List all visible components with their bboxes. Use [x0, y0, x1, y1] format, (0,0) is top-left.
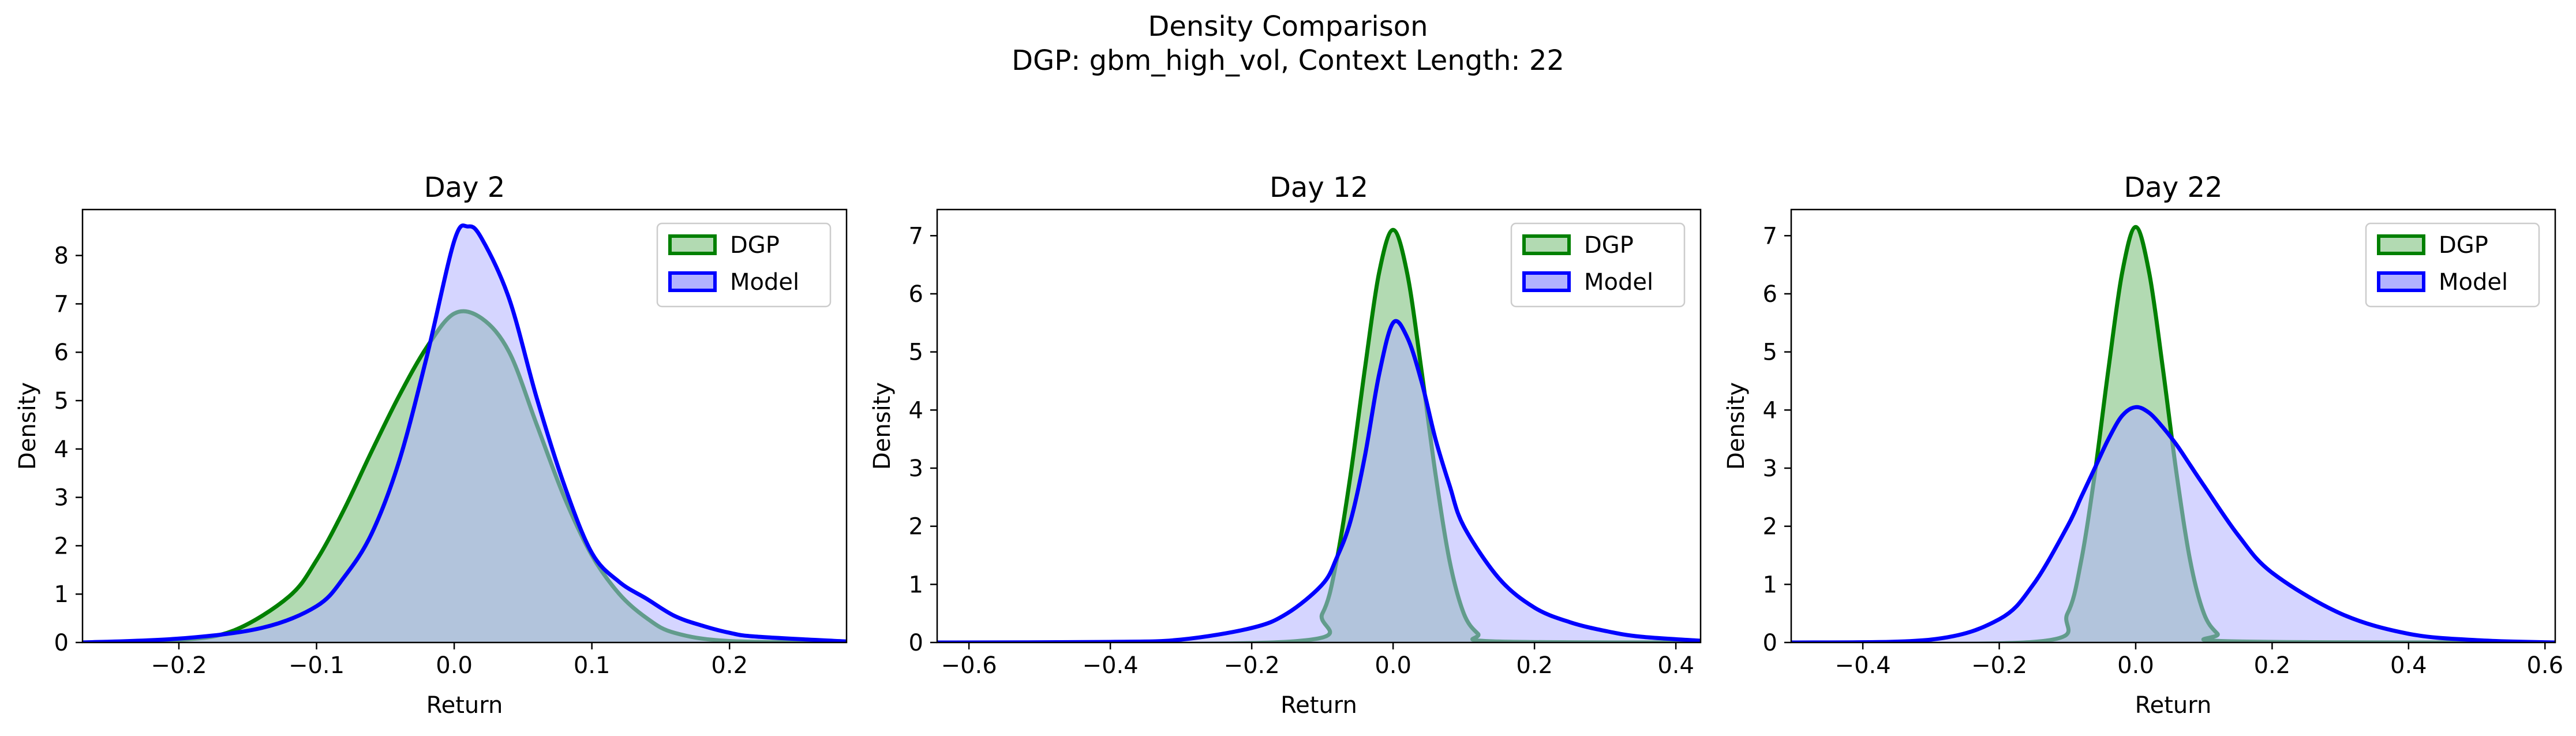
x-tick-label: −0.4 [1835, 652, 1891, 679]
y-tick-label: 0 [54, 630, 69, 656]
model-legend-swatch [1522, 271, 1571, 292]
x-tick-label: 0.2 [1516, 652, 1553, 679]
dgp-legend-label: DGP [1584, 232, 1634, 259]
x-tick-label: −0.4 [1083, 652, 1139, 679]
y-tick-label: 2 [54, 533, 69, 559]
subplots: −0.2 −0.1 0.0 0.1 0.2 0 1 2 3 4 5 6 7 8 Day 2 Return Den… [14, 171, 2563, 719]
x-tick-label: −0.2 [1224, 652, 1280, 679]
y-tick-label: 0 [1763, 630, 1777, 656]
dgp-legend-swatch [1522, 234, 1571, 255]
y-axis-label: Density [14, 382, 41, 470]
y-tick-label: 3 [1763, 455, 1777, 482]
x-tick-label: 0.0 [2117, 652, 2154, 679]
x-tick-label: 0.0 [436, 652, 473, 679]
model-legend-swatch [2377, 271, 2425, 292]
model-density-line [937, 319, 1701, 642]
y-tick-label: 4 [1763, 397, 1777, 424]
y-tick-label: 1 [1763, 571, 1777, 598]
model-legend-label: Model [1584, 269, 1653, 296]
y-tick-label: 6 [909, 281, 923, 308]
y-tick-label: 1 [909, 571, 923, 598]
y-tick-label: 5 [909, 339, 923, 366]
subplot-day-panel: −0.6 −0.4 −0.2 0.0 0.2 0.4 0 1 2 3 4 5 6 7 Day 12 Retur… [869, 171, 1702, 719]
y-axis-label: Density [869, 382, 896, 470]
y-tick-label: 7 [1763, 223, 1777, 249]
axes-frame [936, 208, 1702, 644]
dgp-legend-swatch [2377, 234, 2425, 255]
y-tick-label: 3 [54, 485, 69, 511]
x-tick-label: 0.4 [1657, 652, 1694, 679]
subplot-title: Day 2 [424, 171, 506, 204]
legend: DGP Model [1510, 222, 1686, 308]
subplot-title: Day 12 [1270, 171, 1368, 204]
plot-area [83, 223, 847, 642]
x-tick-label: 0.4 [2390, 652, 2427, 679]
y-tick-label: 8 [54, 243, 69, 270]
dgp-legend-label: DGP [730, 232, 780, 259]
figure-subtitle: DGP: gbm_high_vol, Context Length: 22 [1012, 44, 1564, 77]
y-tick-label: 1 [54, 581, 69, 608]
x-axis-label: Return [1280, 692, 1357, 719]
x-axis-label: Return [426, 692, 503, 719]
y-tick-label: 7 [54, 291, 69, 317]
legend: DGP Model [656, 222, 832, 308]
y-tick-label: 7 [909, 223, 923, 249]
x-tick-label: 0.2 [711, 652, 748, 679]
x-tick-label: −0.2 [151, 652, 207, 679]
plot-area [937, 227, 1701, 642]
subplot-day-panel: −0.4 −0.2 0.0 0.2 0.4 0.6 0 1 2 3 4 5 6 7 Day 22 Return… [1723, 171, 2563, 719]
y-tick-label: 6 [1763, 281, 1777, 308]
y-tick-label: 5 [54, 388, 69, 414]
axes-frame [81, 208, 848, 644]
x-tick-label: 0.1 [574, 652, 611, 679]
x-tick-label: −0.6 [941, 652, 997, 679]
model-density-line [83, 223, 847, 642]
model-density-area [83, 225, 847, 642]
y-axis-label: Density [1723, 382, 1750, 470]
y-tick-label: 2 [909, 514, 923, 540]
x-tick-label: −0.1 [289, 652, 345, 679]
axes-frame [1790, 208, 2556, 644]
y-tick-label: 4 [54, 436, 69, 463]
subplot-day-panel: −0.2 −0.1 0.0 0.1 0.2 0 1 2 3 4 5 6 7 8 Day 2 Return Den… [14, 171, 848, 719]
dgp-legend-swatch [668, 234, 717, 255]
x-tick-label: −0.2 [1971, 652, 2027, 679]
y-tick-label: 5 [1763, 339, 1777, 366]
plot-area [1791, 225, 2555, 642]
model-density-area [1791, 407, 2555, 642]
y-tick-label: 6 [54, 339, 69, 366]
subplot-title: Day 22 [2124, 171, 2222, 204]
x-tick-label: 0.6 [2526, 652, 2563, 679]
dgp-legend-label: DGP [2439, 232, 2488, 259]
model-legend-label: Model [730, 269, 799, 296]
y-tick-label: 2 [1763, 514, 1777, 540]
model-legend-label: Model [2439, 269, 2508, 296]
y-tick-label: 0 [909, 630, 923, 656]
x-tick-label: 0.2 [2254, 652, 2291, 679]
model-density-line [1791, 405, 2555, 642]
model-legend-swatch [668, 271, 717, 292]
figure-title: Density Comparison [1148, 10, 1428, 43]
x-axis-label: Return [2135, 692, 2212, 719]
y-tick-label: 4 [909, 397, 923, 424]
y-tick-label: 3 [909, 455, 923, 482]
x-tick-label: 0.0 [1375, 652, 1411, 679]
legend: DGP Model [2365, 222, 2540, 308]
